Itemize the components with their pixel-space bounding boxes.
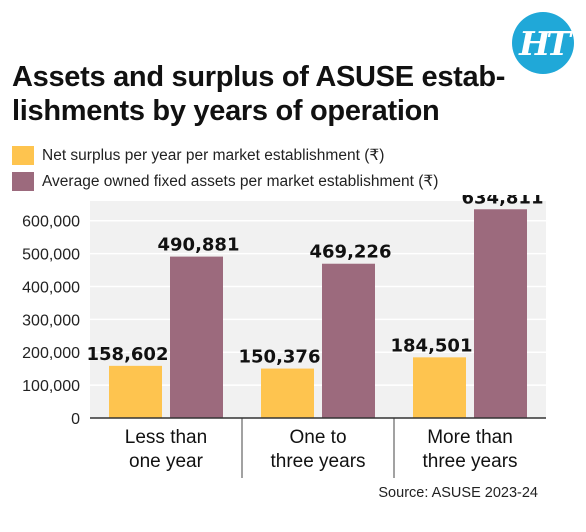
y-tick-label: 100,000 xyxy=(22,378,80,395)
x-category-label: three years xyxy=(422,451,517,472)
bar-net-surplus xyxy=(413,357,466,418)
bar-fixed-assets xyxy=(170,256,223,418)
data-label: 469,226 xyxy=(310,242,392,263)
y-tick-label: 500,000 xyxy=(22,247,80,264)
bar-net-surplus xyxy=(261,368,314,418)
y-tick-label: 200,000 xyxy=(22,345,80,362)
legend-swatch-fixed-assets xyxy=(12,172,34,191)
legend-label-fixed-assets: Average owned fixed assets per market es… xyxy=(42,173,439,190)
data-label: 490,881 xyxy=(158,235,240,256)
bar-fixed-assets xyxy=(322,263,375,418)
chart-legend: Net surplus per year per market establis… xyxy=(12,144,438,196)
x-category-label: three years xyxy=(270,451,365,472)
y-tick-label: 300,000 xyxy=(22,312,80,329)
ht-logo: HT xyxy=(512,12,574,74)
x-category-label: Less than xyxy=(125,427,207,448)
chart-title-line-1: Assets and surplus of ASUSE estab- xyxy=(12,61,506,93)
chart-title-line-2: lishments by years of operation xyxy=(12,95,440,127)
y-tick-label: 600,000 xyxy=(22,214,80,231)
data-label: 634,811 xyxy=(462,195,544,208)
x-category-label: One to xyxy=(289,427,346,448)
x-category-label: More than xyxy=(427,427,513,448)
y-tick-label: 0 xyxy=(71,411,80,428)
chart-title: Assets and surplus of ASUSE estab- lishm… xyxy=(12,60,512,128)
legend-swatch-net-surplus xyxy=(12,146,34,165)
legend-item-fixed-assets: Average owned fixed assets per market es… xyxy=(12,170,438,193)
y-tick-label: 400,000 xyxy=(22,279,80,296)
bar-chart: 0 100,000 200,000 300,000 400,000 500,000 600,… xyxy=(22,195,546,478)
bar-net-surplus xyxy=(109,365,162,418)
data-label: 184,501 xyxy=(391,335,473,356)
legend-label-net-surplus: Net surplus per year per market establis… xyxy=(42,147,385,164)
x-category-label: one year xyxy=(129,451,204,472)
data-label: 150,376 xyxy=(239,347,321,368)
plot-background xyxy=(90,201,546,418)
legend-item-net-surplus: Net surplus per year per market establis… xyxy=(12,144,438,167)
source-note: Source: ASUSE 2023-24 xyxy=(378,485,538,501)
bar-fixed-assets xyxy=(474,209,527,418)
data-label: 158,602 xyxy=(87,344,169,365)
